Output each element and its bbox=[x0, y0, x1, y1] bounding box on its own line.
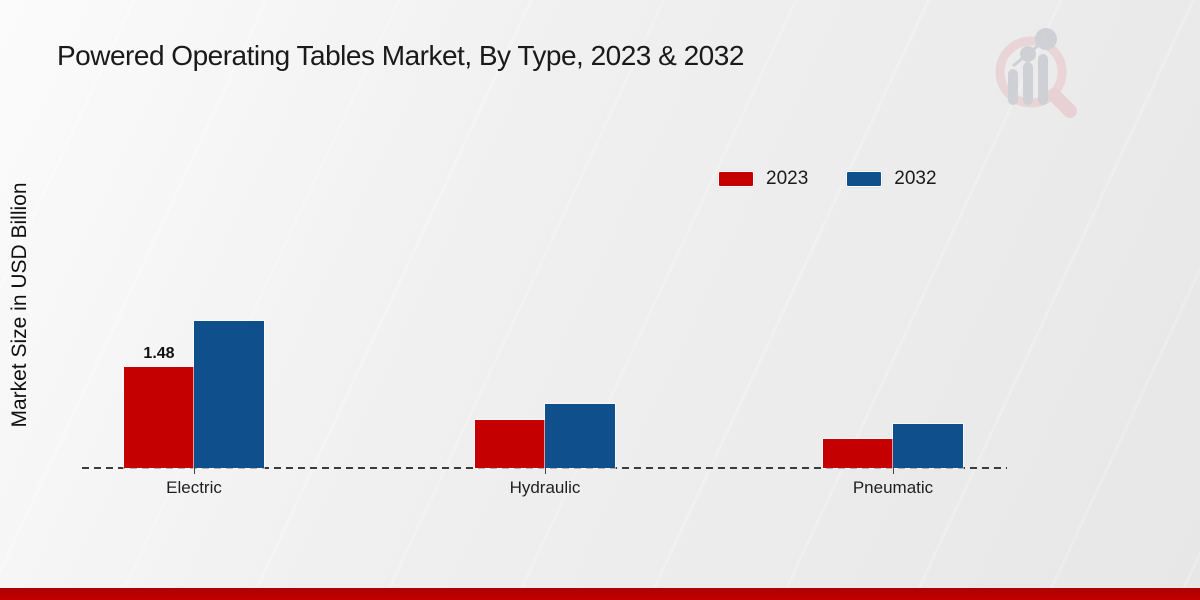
bar-2032-pneumatic bbox=[893, 424, 963, 468]
x-axis-tick-pneumatic bbox=[893, 468, 894, 474]
x-axis-tick-electric bbox=[194, 468, 195, 474]
legend: 2023 2032 bbox=[718, 168, 937, 190]
category-label-electric: Electric bbox=[166, 478, 222, 497]
x-axis-baseline bbox=[82, 467, 1007, 469]
legend-swatch-2032 bbox=[846, 171, 883, 187]
category-label-pneumatic: Pneumatic bbox=[852, 478, 934, 497]
legend-label-2023: 2023 bbox=[766, 168, 809, 189]
bar-2023-pneumatic bbox=[823, 439, 893, 468]
legend-swatch-2023 bbox=[718, 171, 754, 187]
legend-item-2032: 2032 bbox=[846, 168, 937, 190]
chart-title: Powered Operating Tables Market, By Type… bbox=[57, 40, 744, 71]
legend-label-2032: 2032 bbox=[894, 168, 937, 189]
value-label-2023-electric: 1.48 bbox=[143, 345, 175, 362]
bottom-accent-strip bbox=[0, 588, 1200, 600]
legend-item-2023: 2023 bbox=[718, 168, 808, 190]
bar-2032-hydraulic bbox=[545, 404, 615, 468]
bar-2032-electric bbox=[194, 321, 264, 468]
bar-2023-electric bbox=[124, 367, 194, 468]
bar-2023-hydraulic bbox=[475, 420, 545, 468]
market-research-logo-watermark bbox=[995, 28, 1077, 118]
x-axis-tick-hydraulic bbox=[545, 468, 546, 474]
category-label-hydraulic: Hydraulic bbox=[509, 478, 581, 497]
